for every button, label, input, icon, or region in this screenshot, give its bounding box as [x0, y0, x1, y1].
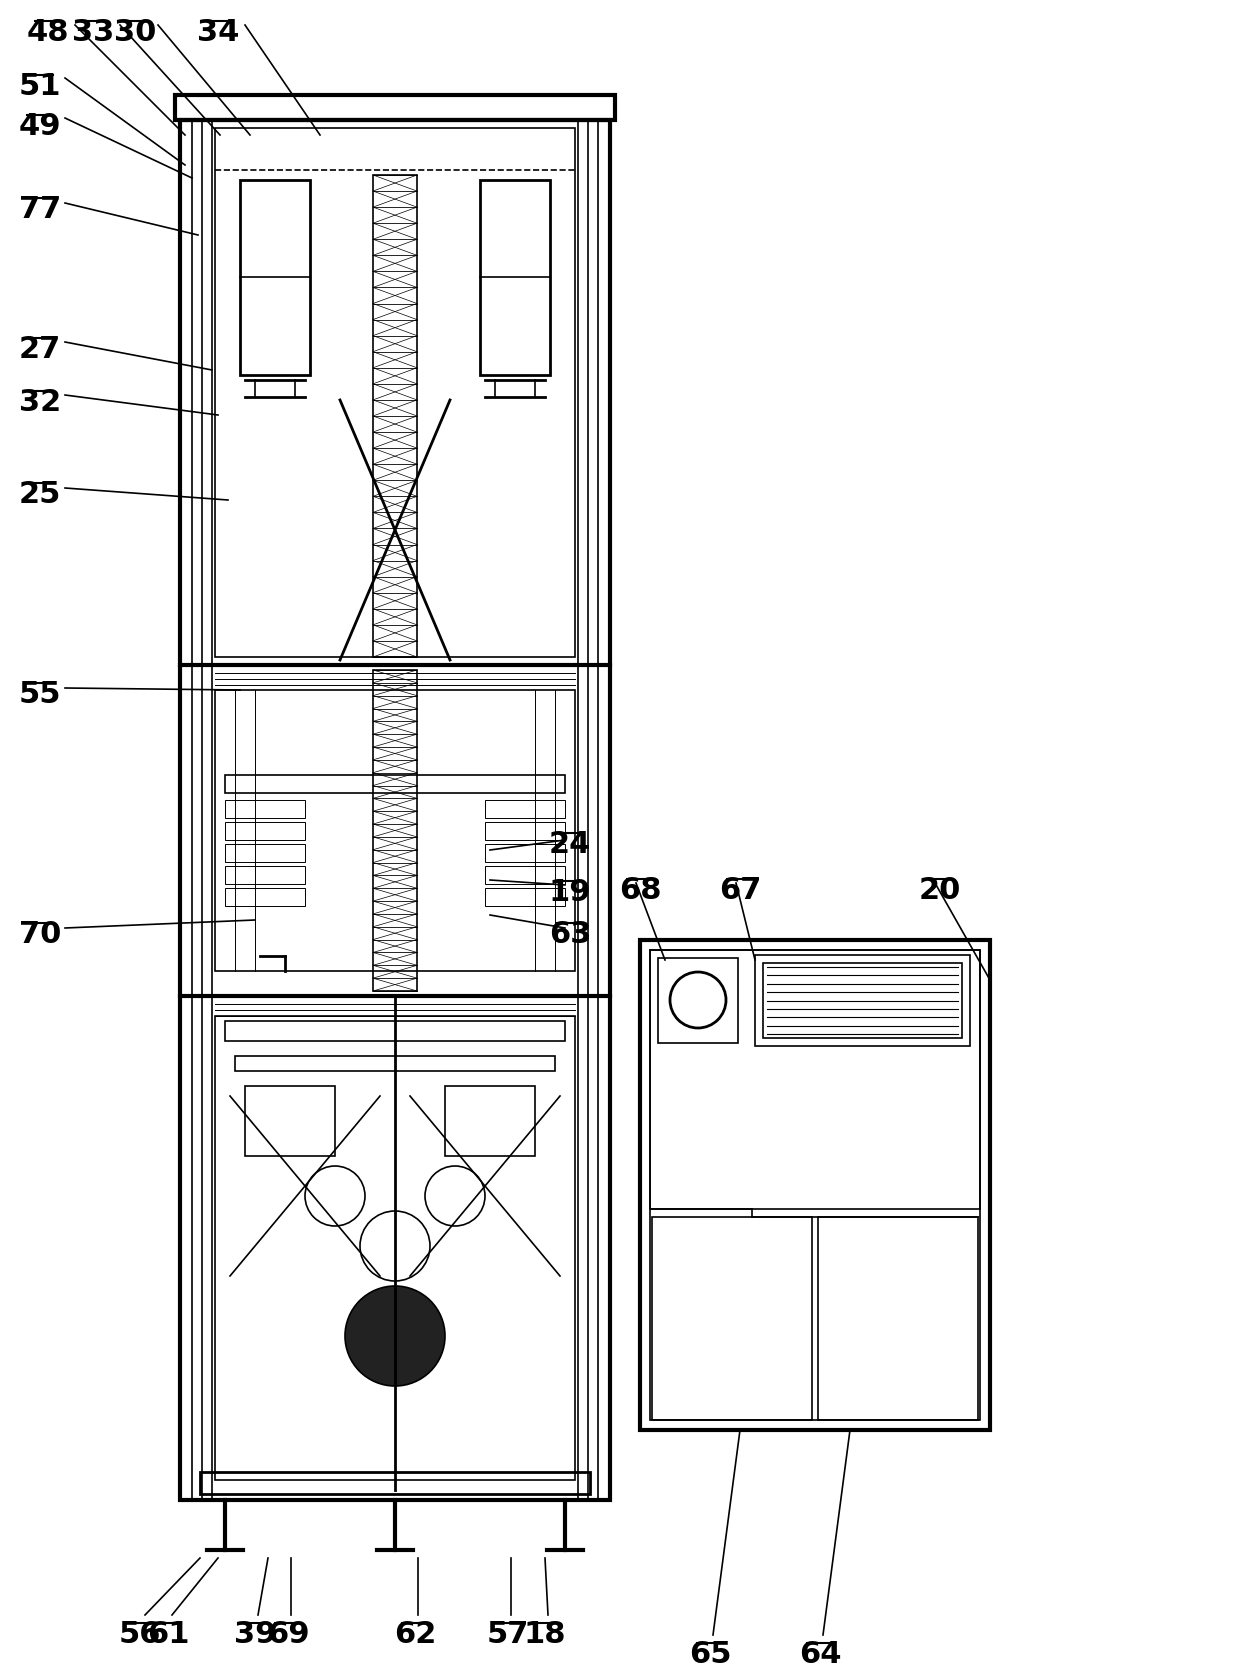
Bar — [224, 866, 305, 884]
Text: 64: 64 — [799, 1639, 841, 1670]
Bar — [215, 128, 575, 658]
Text: 56: 56 — [119, 1619, 161, 1649]
Text: 25: 25 — [19, 480, 61, 508]
Bar — [755, 955, 970, 1045]
Bar — [236, 1055, 556, 1071]
Text: 33: 33 — [72, 18, 114, 47]
Text: 20: 20 — [919, 876, 961, 904]
Text: 69: 69 — [267, 1619, 309, 1649]
Bar — [215, 690, 575, 972]
Text: 62: 62 — [394, 1619, 436, 1649]
Text: 61: 61 — [146, 1619, 190, 1649]
Text: 70: 70 — [19, 920, 61, 950]
Text: 27: 27 — [19, 336, 61, 364]
Text: 32: 32 — [19, 388, 61, 418]
Text: 63: 63 — [549, 920, 591, 950]
Bar — [224, 1020, 565, 1040]
Text: 68: 68 — [619, 876, 661, 904]
Text: 39: 39 — [234, 1619, 277, 1649]
Text: 65: 65 — [688, 1639, 732, 1670]
Bar — [215, 1015, 575, 1480]
Bar — [180, 121, 610, 1500]
Text: 48: 48 — [27, 18, 69, 47]
Bar — [485, 800, 565, 817]
Text: 67: 67 — [719, 876, 761, 904]
Bar — [200, 1472, 590, 1493]
Bar — [224, 844, 305, 862]
Circle shape — [345, 1285, 445, 1386]
Bar — [224, 800, 305, 817]
Text: 34: 34 — [197, 18, 239, 47]
Bar — [485, 844, 565, 862]
Bar — [763, 963, 962, 1039]
Bar — [480, 180, 551, 374]
Bar — [652, 1217, 812, 1420]
Bar — [485, 866, 565, 884]
Bar — [241, 180, 310, 374]
Text: 19: 19 — [548, 878, 591, 908]
Bar — [373, 175, 417, 658]
Text: 55: 55 — [19, 680, 61, 710]
Bar — [818, 1217, 978, 1420]
Text: 30: 30 — [114, 18, 156, 47]
Bar — [373, 670, 417, 992]
Bar — [658, 958, 738, 1044]
Text: 18: 18 — [523, 1619, 567, 1649]
Bar — [224, 888, 305, 906]
Bar — [224, 775, 565, 794]
Bar — [650, 950, 980, 1210]
Bar — [246, 1086, 335, 1156]
Bar — [485, 888, 565, 906]
Bar — [224, 822, 305, 841]
Text: 49: 49 — [19, 112, 61, 141]
Bar — [640, 940, 990, 1430]
Bar — [445, 1086, 534, 1156]
Text: 57: 57 — [487, 1619, 529, 1649]
Text: 77: 77 — [19, 195, 61, 223]
Bar — [650, 950, 980, 1420]
Bar — [175, 96, 615, 121]
Text: 51: 51 — [19, 72, 61, 101]
Text: 24: 24 — [549, 831, 591, 859]
Bar — [485, 822, 565, 841]
